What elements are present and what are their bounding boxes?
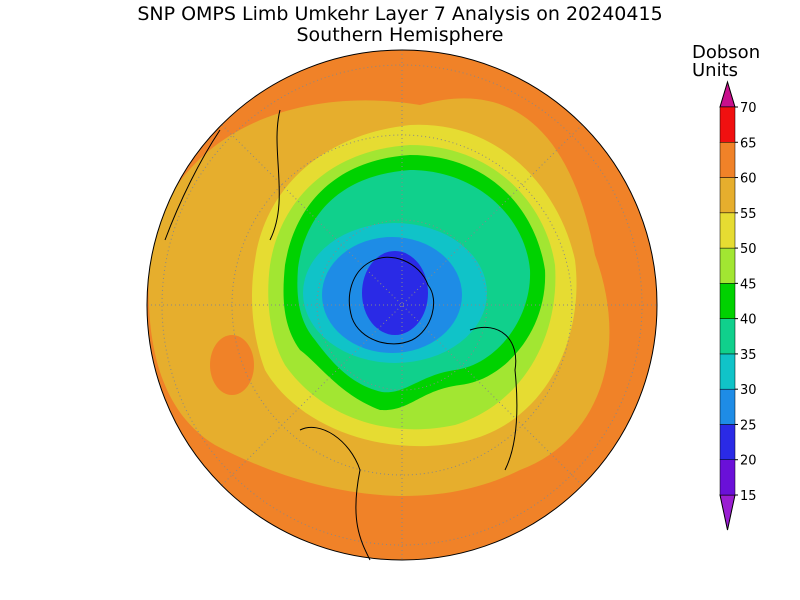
colorbar-tick-label: 15 <box>740 489 757 504</box>
colorbar-tick-label: 60 <box>740 172 757 187</box>
colorbar-title: Units <box>692 60 738 81</box>
colorbar-tick-label: 70 <box>740 101 757 116</box>
colorbar-segment <box>719 212 736 249</box>
colorbar-segment <box>719 353 736 390</box>
colorbar-tick-label: 45 <box>740 277 757 292</box>
colorbar-tick-label: 40 <box>740 313 757 328</box>
contour-fill <box>362 251 428 335</box>
colorbar: 15 20 25 30 35 40 45 50 55 60 65 70 <box>719 80 757 531</box>
colorbar-segment <box>719 424 736 460</box>
colorbar-segment <box>719 247 736 284</box>
colorbar-tick-label: 20 <box>740 454 757 469</box>
colorbar-segment <box>719 142 736 178</box>
colorbar-title: Dobson <box>692 42 760 63</box>
colorbar-tick-label: 30 <box>740 383 757 398</box>
colorbar-extension <box>719 494 736 531</box>
colorbar-tick-label: 35 <box>740 348 757 363</box>
colorbar-segment <box>719 459 736 496</box>
colorbar-segment <box>719 283 736 319</box>
coastline <box>348 256 435 345</box>
colorbar-tick-label: 55 <box>740 207 757 222</box>
colorbar-tick-label: 50 <box>740 242 757 257</box>
colorbar-segment <box>719 106 736 143</box>
map-overlay <box>146 49 658 561</box>
colorbar-extension <box>719 80 736 108</box>
contour-fill <box>210 335 254 395</box>
colorbar-segment <box>719 177 736 214</box>
map-border <box>146 49 658 561</box>
latitude-circle <box>161 64 643 546</box>
coastline <box>164 109 518 561</box>
colorbar-segment <box>719 318 736 355</box>
subtitle: Southern Hemisphere <box>296 24 503 46</box>
colorbar-tick-label: 25 <box>740 418 757 433</box>
colorbar-segment <box>719 388 736 425</box>
title: SNP OMPS Limb Umkehr Layer 7 Analysis on… <box>137 3 662 25</box>
colorbar-tick-label: 65 <box>740 136 757 151</box>
